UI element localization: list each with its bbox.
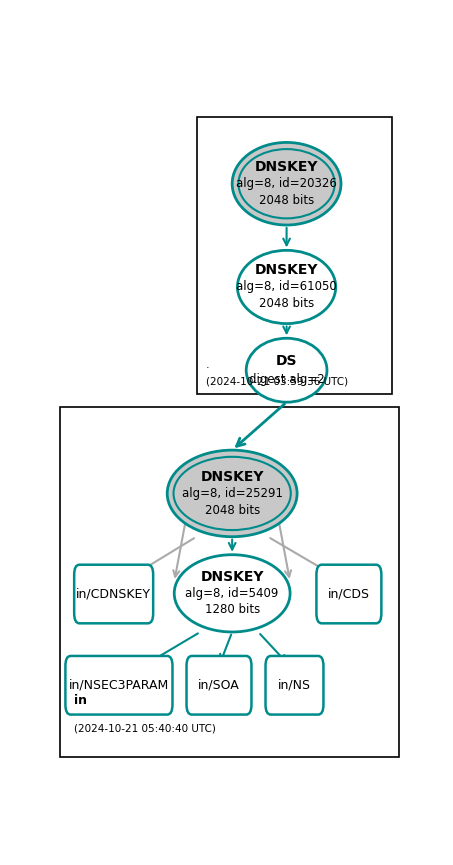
- Text: in/NSEC3PARAM: in/NSEC3PARAM: [69, 679, 169, 692]
- FancyBboxPatch shape: [74, 565, 153, 624]
- Text: in/CDNSKEY: in/CDNSKEY: [76, 587, 151, 600]
- Text: in/SOA: in/SOA: [198, 679, 240, 692]
- Text: in: in: [74, 694, 87, 707]
- Text: DNSKEY: DNSKEY: [255, 263, 318, 278]
- Text: DNSKEY: DNSKEY: [255, 160, 318, 174]
- Text: in/NS: in/NS: [278, 679, 311, 692]
- Text: DNSKEY: DNSKEY: [200, 570, 264, 584]
- Ellipse shape: [232, 143, 341, 225]
- Text: digest alg=2: digest alg=2: [249, 373, 324, 386]
- Text: alg=8, id=25291: alg=8, id=25291: [182, 487, 283, 500]
- Text: 2048 bits: 2048 bits: [205, 503, 260, 516]
- Ellipse shape: [246, 338, 327, 402]
- Ellipse shape: [174, 554, 290, 632]
- Text: (2024-10-21 05:40:40 UTC): (2024-10-21 05:40:40 UTC): [74, 723, 216, 734]
- Text: (2024-10-21 03:59:36 UTC): (2024-10-21 03:59:36 UTC): [206, 377, 348, 387]
- Text: 2048 bits: 2048 bits: [259, 194, 314, 207]
- Text: alg=8, id=61050: alg=8, id=61050: [236, 280, 337, 293]
- Text: alg=8, id=5409: alg=8, id=5409: [185, 586, 279, 599]
- FancyBboxPatch shape: [65, 656, 173, 714]
- Text: DS: DS: [276, 354, 297, 368]
- Ellipse shape: [167, 450, 297, 536]
- Text: 2048 bits: 2048 bits: [259, 297, 314, 311]
- Text: 1280 bits: 1280 bits: [205, 604, 260, 617]
- Text: alg=8, id=20326: alg=8, id=20326: [236, 177, 337, 190]
- FancyBboxPatch shape: [316, 565, 381, 624]
- Text: DNSKEY: DNSKEY: [200, 470, 264, 484]
- FancyBboxPatch shape: [265, 656, 323, 714]
- Text: in/CDS: in/CDS: [328, 587, 370, 600]
- FancyBboxPatch shape: [197, 117, 392, 394]
- FancyBboxPatch shape: [60, 407, 399, 757]
- Ellipse shape: [237, 250, 336, 324]
- FancyBboxPatch shape: [187, 656, 251, 714]
- Text: .: .: [206, 360, 209, 370]
